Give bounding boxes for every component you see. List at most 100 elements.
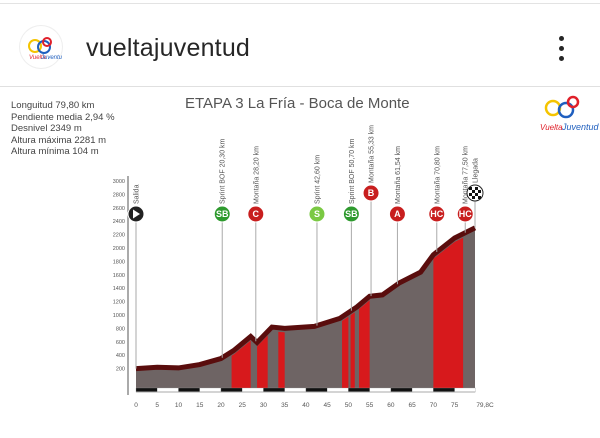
marker-label: Montaña 70,80 km [434, 146, 441, 204]
x-tick-label: 50 [345, 402, 353, 409]
stat-length: Longuitud 79,80 km [11, 100, 95, 111]
y-tick-label: 2000 [113, 246, 125, 252]
marker-badge-text: SB [216, 209, 229, 219]
svg-text:Vuelta: Vuelta [29, 55, 47, 61]
marker-label: Llegada [473, 158, 480, 183]
stat-elevation-gain: Desnivel 2349 m [11, 123, 82, 134]
stat-min-altitude: Altura mínima 104 m [11, 146, 99, 157]
checkered-flag-icon [469, 193, 472, 196]
climb-segment [350, 312, 355, 388]
km-bar-segment [369, 387, 392, 393]
km-bar-segment [305, 387, 328, 393]
marker-badge-text: HC [459, 209, 472, 219]
mountain-badge [388, 205, 406, 223]
sprint-bonus-badge [342, 205, 360, 223]
x-tick-label: 65 [409, 402, 417, 409]
marker-badge-text: S [314, 209, 320, 219]
km-bar-segment [348, 387, 370, 393]
stage-stats: Longuitud 79,80 km Pendiente media 2,94 … [11, 100, 115, 158]
y-tick-label: 800 [116, 326, 125, 332]
y-tick-label: 3000 [113, 179, 125, 185]
climb-segment [231, 340, 251, 388]
km-bar-segment [178, 387, 200, 393]
post-header: Vuelta Juventud vueltajuventud [0, 4, 600, 86]
sprint-bonus-badge [213, 205, 231, 223]
x-tick-label: 30 [260, 402, 268, 409]
km-bar-segment [284, 387, 307, 393]
svg-text:Juventud: Juventud [40, 55, 62, 61]
checkered-flag-icon [475, 193, 478, 196]
sprint-badge [308, 205, 326, 223]
more-vertical-icon[interactable] [550, 30, 574, 66]
marker-label: Montaña 55,33 km [369, 125, 376, 183]
y-tick-label: 2200 [113, 233, 125, 239]
svg-text:Juventud: Juventud [561, 122, 600, 132]
marker-label: Montaña 28,20 km [253, 146, 260, 204]
mountain-badge [456, 205, 474, 223]
stat-gradient: Pendiente media 2,94 % [11, 111, 115, 123]
x-tick-label: 75 [451, 402, 459, 409]
header-divider [0, 86, 600, 87]
y-tick-label: 2600 [113, 206, 125, 212]
x-tick-label: 40 [302, 402, 310, 409]
marker-label: Montaña 61,54 km [395, 146, 402, 204]
x-tick-label: 5 [155, 402, 159, 409]
km-bar-segment [135, 387, 158, 393]
y-tick-label: 2800 [113, 192, 125, 198]
top-divider [0, 3, 600, 4]
x-tick-label: 25 [239, 402, 247, 409]
km-bar-segment [411, 387, 434, 393]
climb-segment [359, 300, 370, 388]
marker-badge-text: SB [345, 209, 358, 219]
x-tick-label: 15 [196, 402, 204, 409]
y-tick-label: 1800 [113, 259, 125, 265]
km-bar-segment [263, 387, 285, 393]
climb-segment [257, 335, 268, 388]
marker-badge-text: A [394, 209, 401, 219]
marker-label: Salida [134, 184, 141, 204]
x-tick-label: 45 [324, 402, 332, 409]
checkered-flag-icon [469, 187, 472, 190]
y-tick-label: 1600 [113, 273, 125, 279]
vuelta-logo-icon: Vuelta Juventud [28, 37, 62, 61]
climb-segment [433, 237, 464, 388]
marker-badge-text: HC [430, 209, 443, 219]
km-bar-segment [199, 387, 222, 393]
x-tick-label: 60 [387, 402, 395, 409]
km-bar-segment [433, 387, 455, 393]
mountain-high-badge [362, 184, 380, 202]
x-tick-label: 35 [281, 402, 289, 409]
checkered-flag-icon [472, 190, 475, 193]
marker-label: Sprint BOF 20,30 km [220, 138, 227, 204]
x-tick-label: 70 [430, 402, 438, 409]
km-bar-segment [454, 387, 476, 393]
x-tick-label: 20 [217, 402, 225, 409]
y-tick-label: 2400 [113, 219, 125, 225]
km-bar-segment [327, 387, 349, 393]
marker-badge-text: C [253, 209, 260, 219]
marker-label: Sprint 42,60 km [314, 155, 321, 204]
marker-badge-text: B [368, 188, 375, 198]
km-bar-segment [390, 387, 413, 393]
y-tick-label: 1000 [113, 313, 125, 319]
y-tick-label: 200 [116, 367, 125, 373]
marker-label: Montaña 77,50 km [463, 146, 470, 204]
checkered-flag-icon [472, 196, 475, 199]
x-tick-label: 10 [175, 402, 183, 409]
checkered-flag-icon [478, 190, 481, 193]
brand-logo: Vuelta Juventud [540, 95, 600, 132]
x-tick-label: 79,8C [476, 402, 494, 409]
km-bar-segment [242, 387, 264, 393]
y-tick-label: 400 [116, 353, 125, 359]
climb-segment [342, 316, 349, 388]
avatar[interactable]: Vuelta Juventud [20, 26, 62, 68]
logo-text: Vuelta [540, 123, 563, 132]
y-tick-label: 600 [116, 340, 125, 346]
marker-label: Sprint BOF 50,70 km [349, 138, 356, 204]
mountain-badge [247, 205, 265, 223]
x-tick-label: 55 [366, 402, 374, 409]
km-bar-segment [157, 387, 179, 393]
username[interactable]: vueltajuventud [86, 34, 251, 62]
km-bar-segment [220, 387, 243, 393]
